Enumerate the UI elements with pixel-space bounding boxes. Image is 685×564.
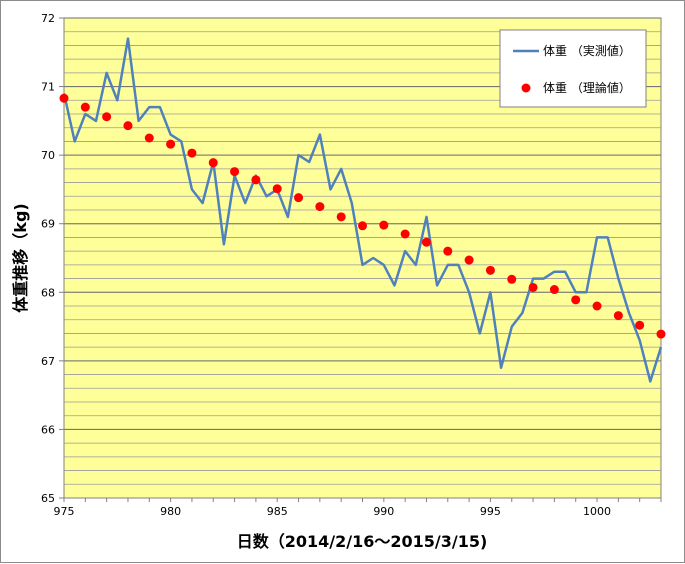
- y-tick-label: 68: [41, 286, 55, 299]
- series-theory-point: [528, 282, 538, 292]
- series-theory-point: [592, 301, 602, 311]
- series-theory-point: [400, 229, 410, 239]
- series-theory-point: [464, 255, 474, 265]
- series-theory-point: [379, 220, 389, 230]
- series-theory-point: [272, 184, 282, 194]
- y-tick-label: 65: [41, 492, 55, 505]
- series-theory-point: [571, 295, 581, 305]
- series-theory-point: [230, 167, 240, 177]
- series-theory-point: [613, 311, 623, 321]
- legend-label: 体重 （理論値）: [543, 80, 631, 95]
- series-theory-point: [656, 329, 666, 339]
- x-tick-label: 1000: [583, 505, 611, 518]
- y-tick-label: 71: [41, 81, 55, 94]
- series-theory-point: [635, 320, 645, 330]
- series-theory-point: [59, 93, 69, 103]
- series-theory-point: [443, 246, 453, 256]
- x-tick-label: 995: [480, 505, 501, 518]
- x-tick-label: 975: [54, 505, 75, 518]
- series-measured-line: [62, 37, 663, 383]
- series-theory-point: [358, 221, 367, 231]
- series-theory-point: [144, 133, 154, 143]
- series-theory-point: [166, 139, 176, 149]
- series-theory-point: [507, 274, 517, 284]
- series-theory-point: [123, 121, 133, 131]
- legend-label: 体重 （実測値）: [543, 43, 631, 58]
- series-theory-point: [102, 112, 112, 122]
- series-theory-point: [80, 102, 90, 112]
- series-theory-point: [485, 265, 495, 275]
- y-tick-label: 66: [41, 423, 55, 436]
- series-theory-point: [421, 237, 431, 247]
- legend-box: [499, 29, 647, 108]
- y-axis-title: 体重推移（kg): [11, 203, 30, 312]
- series-theory-point: [549, 285, 559, 295]
- series-theory-point: [294, 193, 304, 203]
- series-theory-point: [315, 202, 325, 212]
- series-theory-point: [187, 148, 197, 158]
- x-axis-title: 日数（2014/2/16～2015/3/15): [237, 532, 488, 551]
- legend-dot-swatch: [521, 83, 531, 93]
- y-tick-label: 67: [41, 355, 55, 368]
- y-tick-label: 72: [41, 12, 55, 25]
- x-tick-label: 990: [373, 505, 394, 518]
- x-tick-label: 985: [267, 505, 288, 518]
- series-theory-point: [208, 158, 218, 168]
- series-theory-point: [251, 175, 261, 185]
- y-tick-label: 69: [41, 218, 55, 231]
- series-theory-point: [336, 212, 346, 222]
- x-tick-label: 980: [160, 505, 181, 518]
- y-tick-label: 70: [41, 149, 55, 162]
